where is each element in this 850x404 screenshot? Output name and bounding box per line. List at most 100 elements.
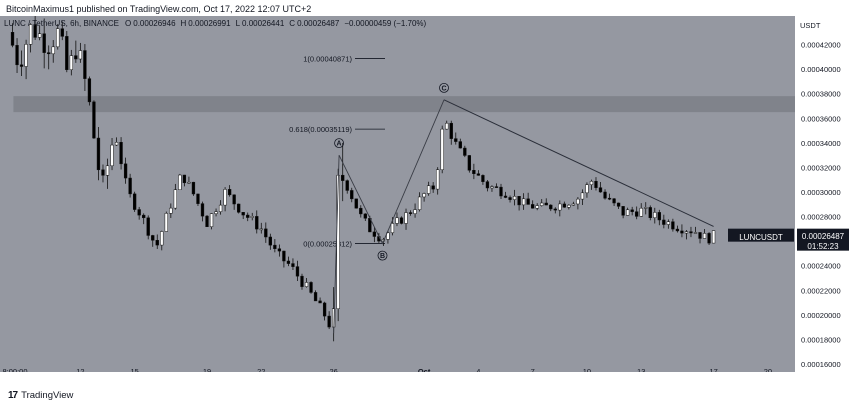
candle-body	[92, 101, 96, 139]
candle-body	[282, 250, 286, 262]
candle-body	[277, 248, 282, 252]
candle-body	[151, 235, 155, 241]
candle-body	[422, 193, 426, 198]
candle-body	[404, 212, 408, 224]
time-tick-label: 8:00:00	[2, 367, 27, 372]
candle-body	[182, 174, 187, 184]
price-axis[interactable]: USDT 0.00042000 0.00040000 0.00038000 0.000…	[800, 21, 841, 369]
chart-canvas[interactable]: 1(0.00040871) 0.618(0.00035119) 0(0.000258…	[0, 13, 850, 376]
candle-body	[395, 217, 399, 224]
publish-info: BitcoinMaximus1 published on TradingView…	[6, 4, 312, 14]
candle-body	[191, 181, 196, 195]
candle-body	[291, 263, 295, 267]
candle-body	[268, 236, 272, 246]
candle-body	[10, 32, 15, 46]
candle-body	[508, 197, 512, 200]
time-tick-label: 17	[709, 367, 717, 372]
candle-body	[517, 196, 521, 206]
descending-trendline[interactable]	[443, 99, 714, 227]
candle-body	[426, 185, 431, 194]
candle-body	[693, 232, 698, 234]
candle-body	[327, 315, 331, 328]
candle-body	[648, 207, 652, 218]
candle-body	[440, 128, 444, 170]
candle-body	[264, 228, 268, 238]
candle-body	[359, 207, 363, 215]
legend-open-label: O	[125, 19, 131, 28]
candle-body	[69, 55, 73, 70]
candle-body	[209, 213, 214, 227]
candle-body	[318, 300, 322, 304]
ohlc-legend: LUNC / TetherUS, 6h, BINANCE O 0.00026946 H…	[4, 19, 427, 28]
candle-body	[214, 211, 218, 214]
candle-body	[205, 215, 209, 227]
candle-body	[322, 302, 327, 317]
candle-body	[237, 203, 241, 213]
wave-label: C	[441, 85, 446, 92]
candle-body	[567, 204, 571, 208]
candle-body	[485, 181, 490, 189]
candle-body	[639, 207, 643, 217]
resistance-zone	[13, 96, 795, 113]
wave-marker-circle	[439, 82, 449, 93]
candle-body	[449, 122, 453, 139]
candle-body	[173, 189, 178, 209]
candle-body	[657, 212, 661, 221]
time-tick-label: 10	[583, 367, 591, 372]
candle-body	[155, 240, 159, 246]
candle-body	[160, 231, 164, 246]
candle-body	[711, 230, 716, 244]
candle-body	[390, 223, 395, 234]
price-tick-label: 0.00040000	[801, 65, 841, 74]
price-tick-label: 0.00016000	[801, 360, 841, 369]
price-tick-label: 0.00042000	[801, 41, 841, 50]
candle-body	[671, 221, 675, 230]
chart[interactable]: 1(0.00040871) 0.618(0.00035119) 0(0.000258…	[0, 13, 850, 376]
tradingview-wordmark: TradingView	[21, 389, 74, 401]
candle-body	[417, 196, 422, 210]
legend-change: −0.00000459 (−1.70%)	[344, 19, 426, 28]
wave-label: A	[337, 141, 342, 148]
time-tick-label: 20	[764, 367, 772, 372]
candle-body	[227, 189, 232, 196]
footer: 17 TradingView	[0, 386, 850, 404]
candle-body	[644, 207, 648, 209]
candle-body	[576, 198, 580, 205]
candle-body	[241, 212, 245, 216]
candle-body	[630, 209, 634, 212]
candle-body	[666, 221, 671, 225]
candle-body	[178, 174, 182, 190]
candle-body	[680, 230, 684, 234]
candle-body	[137, 209, 141, 216]
candle-body	[132, 193, 137, 210]
axis-currency: USDT	[800, 21, 821, 30]
wave-marker-circle	[334, 138, 344, 149]
legend-low-label: L	[236, 19, 241, 28]
candle-body	[571, 203, 576, 206]
price-tag-countdown: 01:52:23	[807, 242, 839, 251]
candle-body	[558, 203, 562, 211]
candle-body	[223, 189, 227, 206]
candle-body	[476, 173, 481, 176]
candle-body	[535, 205, 539, 209]
candle-body	[33, 24, 37, 38]
time-tick-label: 7	[531, 367, 535, 372]
fib-level-label: 1(0.00040871)	[303, 54, 352, 63]
candle-body	[675, 228, 680, 232]
price-tick-label: 0.00022000	[801, 286, 841, 295]
candle-body	[169, 207, 173, 214]
candle-body	[74, 55, 78, 60]
candle-body	[698, 232, 702, 239]
candle-body	[123, 163, 128, 179]
candle-body	[585, 184, 589, 194]
candle-body	[286, 260, 291, 264]
candle-body	[386, 232, 390, 240]
candle-body	[472, 170, 476, 174]
candle-body	[350, 190, 354, 200]
candle-body	[273, 244, 277, 249]
wave-path	[333, 99, 445, 334]
last-price-tag: LUNCUSDT 0.00026487 01:52:23	[728, 228, 849, 251]
candle-body	[625, 209, 630, 216]
candle-body	[689, 231, 693, 234]
time-axis[interactable]: 8:00:00 12 15 19 22 26 Oct 4 7 10 13 17 20	[2, 367, 772, 376]
